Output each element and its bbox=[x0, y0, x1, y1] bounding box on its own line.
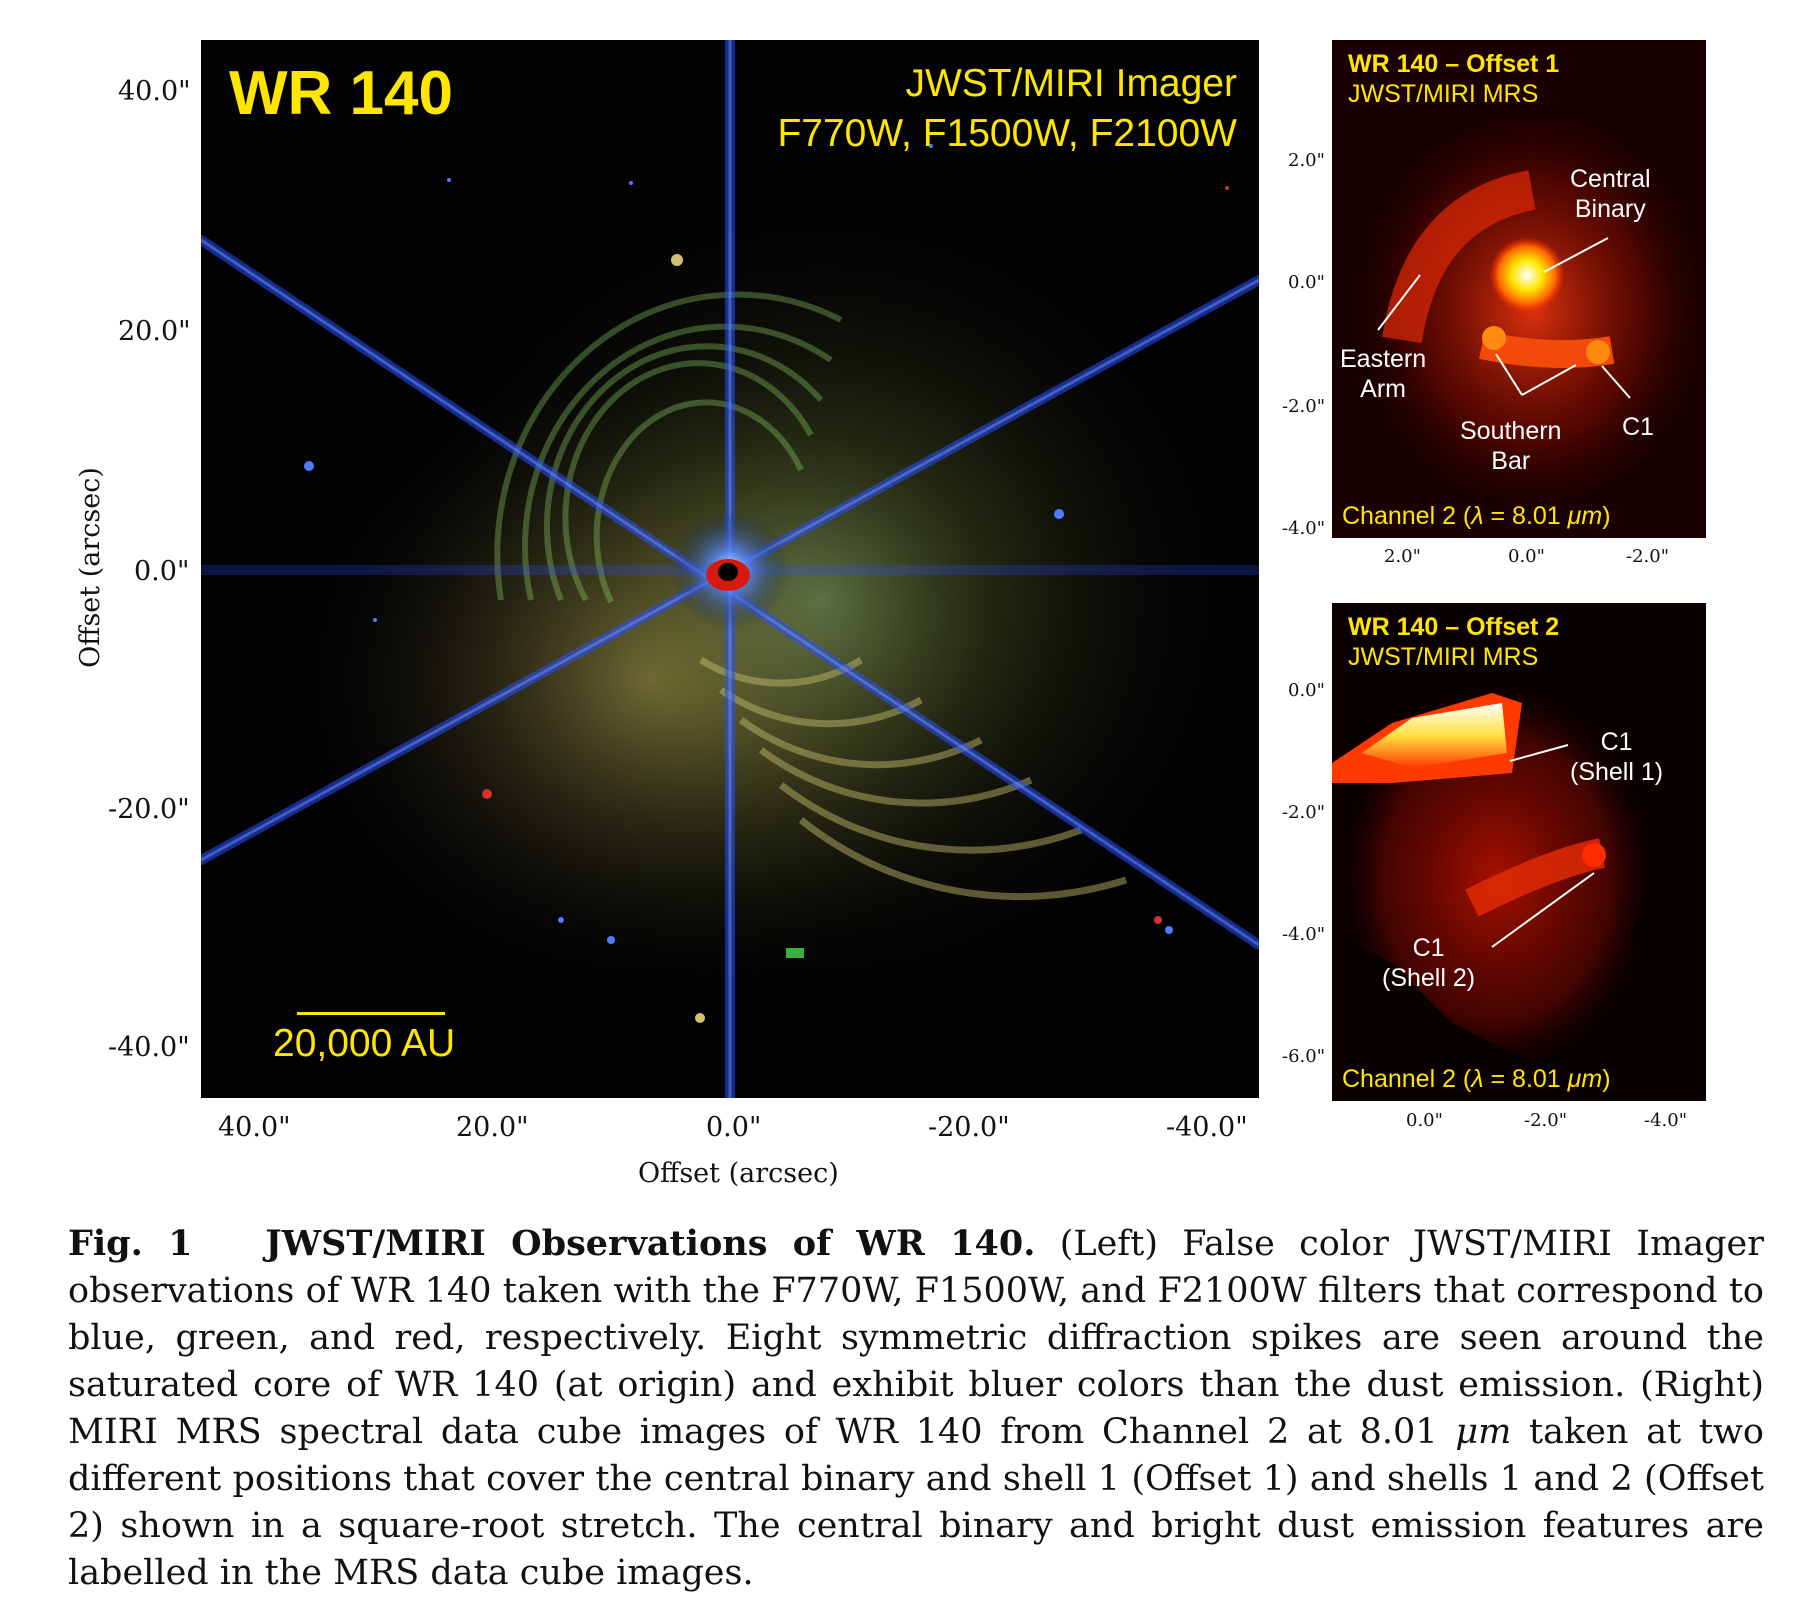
offset1-y-tick-1: 2.0" bbox=[1288, 150, 1325, 171]
offset1-title: WR 140 – Offset 1 bbox=[1348, 50, 1560, 78]
main-title: WR 140 bbox=[229, 59, 453, 128]
main-y-tick-4: -20.0" bbox=[108, 794, 190, 825]
offset2-x-tick-2: -2.0" bbox=[1524, 1110, 1567, 1131]
main-x-tick-3: 0.0" bbox=[706, 1112, 762, 1143]
offset1-y-tick-4: -4.0" bbox=[1282, 518, 1325, 539]
offset1-subtitle: JWST/MIRI MRS bbox=[1348, 80, 1539, 108]
offset2-y-tick-2: -2.0" bbox=[1282, 802, 1325, 823]
offset2-panel: WR 140 – Offset 2 JWST/MIRI MRS C1 (Shel… bbox=[1332, 603, 1706, 1101]
scale-bar-label: 20,000 AU bbox=[273, 1022, 456, 1065]
main-y-tick-3: 0.0" bbox=[134, 556, 190, 587]
figure-title: JWST/MIRI Observations of WR 140. bbox=[265, 1223, 1036, 1264]
offset1-y-tick-3: -2.0" bbox=[1282, 396, 1325, 417]
main-x-tick-4: -20.0" bbox=[928, 1112, 1010, 1143]
figure-caption: Fig. 1 JWST/MIRI Observations of WR 140.… bbox=[68, 1220, 1764, 1597]
main-y-tick-2: 20.0" bbox=[118, 316, 191, 347]
instrument-line-2: F770W, F1500W, F2100W bbox=[777, 112, 1237, 155]
main-x-tick-5: -40.0" bbox=[1166, 1112, 1248, 1143]
offset1-x-tick-2: 0.0" bbox=[1508, 546, 1545, 567]
offset2-x-tick-1: 0.0" bbox=[1406, 1110, 1443, 1131]
label-c1-shell2: C1 (Shell 2) bbox=[1382, 934, 1476, 992]
main-y-tick-1: 40.0" bbox=[118, 76, 191, 107]
label-c1: C1 bbox=[1622, 413, 1654, 441]
main-image-render bbox=[201, 40, 1259, 1098]
offset1-x-tick-3: -2.0" bbox=[1626, 546, 1669, 567]
main-x-tick-2: 20.0" bbox=[456, 1112, 529, 1143]
main-x-axis-label: Offset (arcsec) bbox=[638, 1158, 839, 1189]
main-image-panel: WR 140 JWST/MIRI Imager F770W, F1500W, F… bbox=[201, 40, 1259, 1098]
label-eastern-arm: Eastern Arm bbox=[1340, 345, 1427, 403]
offset2-x-tick-3: -4.0" bbox=[1644, 1110, 1687, 1131]
caption-body-1: (Left) False color JWST/MIRI Imager obse… bbox=[68, 1224, 1764, 1452]
offset2-subtitle: JWST/MIRI MRS bbox=[1348, 643, 1539, 671]
offset1-channel-label: Channel 2 (λ = 8.01 μm) bbox=[1342, 502, 1611, 530]
caption-body-2: taken at two different positions that co… bbox=[68, 1412, 1764, 1593]
offset1-annotation-lines bbox=[1377, 237, 1631, 399]
offset2-image-render bbox=[1332, 603, 1706, 1101]
label-southern-bar: Southern Bar bbox=[1460, 417, 1562, 475]
label-central-binary: Central Binary bbox=[1570, 165, 1651, 223]
offset1-image-render bbox=[1332, 40, 1706, 538]
instrument-line-1: JWST/MIRI Imager bbox=[905, 62, 1237, 105]
figure-label: Fig. 1 bbox=[68, 1223, 193, 1264]
caption-unit: μm bbox=[1455, 1412, 1512, 1452]
offset1-x-tick-1: 2.0" bbox=[1384, 546, 1421, 567]
offset2-title: WR 140 – Offset 2 bbox=[1348, 613, 1560, 641]
scale-bar bbox=[297, 1012, 445, 1015]
offset1-panel: WR 140 – Offset 1 JWST/MIRI MRS Central … bbox=[1332, 40, 1706, 538]
label-c1-shell1: C1 (Shell 1) bbox=[1570, 728, 1664, 786]
main-y-tick-5: -40.0" bbox=[108, 1032, 190, 1063]
offset2-y-tick-4: -6.0" bbox=[1282, 1046, 1325, 1067]
main-y-axis-label: Offset (arcsec) bbox=[74, 467, 106, 668]
offset2-y-tick-3: -4.0" bbox=[1282, 924, 1325, 945]
offset2-y-tick-1: 0.0" bbox=[1288, 680, 1325, 701]
offset1-y-tick-2: 0.0" bbox=[1288, 272, 1325, 293]
offset2-channel-label: Channel 2 (λ = 8.01 μm) bbox=[1342, 1065, 1611, 1093]
offset2-annotation-lines bbox=[1491, 744, 1595, 948]
main-x-tick-1: 40.0" bbox=[218, 1112, 291, 1143]
